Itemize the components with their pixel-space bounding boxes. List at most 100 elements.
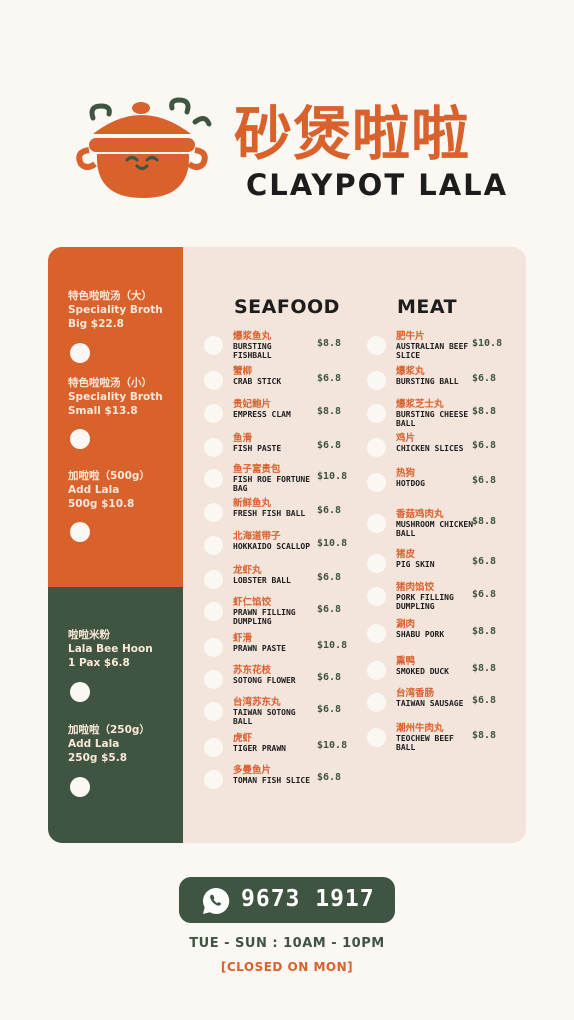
seafood-item[interactable]: 台湾苏东丸 TAIWAN SOTONG BALL $6.8 bbox=[204, 697, 354, 727]
meat-item[interactable]: 爆浆芝士丸 BURSTING CHEESE BALL $8.8 bbox=[367, 399, 517, 429]
sidebar-item: 啦啦米粉 Lala Bee Hoon 1 Pax $6.8 bbox=[68, 628, 178, 670]
meat-title: MEAT bbox=[397, 296, 458, 318]
select-radio[interactable] bbox=[204, 536, 223, 555]
select-radio[interactable] bbox=[204, 602, 223, 621]
brand-name-chinese: 砂煲啦啦 bbox=[234, 100, 471, 168]
item-price: $6.8 bbox=[472, 373, 497, 384]
select-radio[interactable] bbox=[367, 404, 386, 423]
select-radio[interactable] bbox=[367, 336, 386, 355]
select-radio[interactable] bbox=[204, 770, 223, 789]
select-radio[interactable] bbox=[204, 503, 223, 522]
select-radio[interactable] bbox=[367, 728, 386, 747]
item-name-cn: 肥牛片 bbox=[396, 331, 425, 342]
seafood-item[interactable]: 贵妃鲍片 EMPRESS CLAM $8.8 bbox=[204, 399, 354, 429]
meat-item[interactable]: 台湾香肠 TAIWAN SAUSAGE $6.8 bbox=[367, 688, 517, 718]
sidebar-item-price: 250g $5.8 bbox=[68, 752, 127, 764]
claypot-mascot-icon bbox=[76, 97, 212, 198]
seafood-item[interactable]: 虎虾 TIGER PRAWN $10.8 bbox=[204, 733, 354, 763]
closed-day-note: [CLOSED ON MON] bbox=[220, 960, 354, 974]
item-name-en: SMOKED DUCK bbox=[396, 667, 449, 676]
select-radio[interactable] bbox=[367, 624, 386, 643]
select-radio[interactable] bbox=[367, 473, 386, 492]
select-radio[interactable] bbox=[70, 777, 90, 797]
seafood-item[interactable]: 虾滑 PRAWN PASTE $10.8 bbox=[204, 633, 354, 663]
seafood-title: SEAFOOD bbox=[234, 296, 340, 318]
soup-section: 特色啦啦汤（大） Speciality Broth Big $22.8 特色啦啦… bbox=[48, 247, 183, 587]
item-name-en: PRAWN FILLING DUMPLING bbox=[233, 608, 296, 626]
item-name-cn: 猪皮 bbox=[396, 549, 416, 560]
select-radio[interactable] bbox=[204, 404, 223, 423]
item-price: $6.8 bbox=[317, 373, 342, 384]
item-price: $6.8 bbox=[472, 556, 497, 567]
meat-item[interactable]: 猪肉馅饺 PORK FILLING DUMPLING $6.8 bbox=[367, 582, 517, 612]
item-name-en: SOTONG FLOWER bbox=[233, 676, 296, 685]
item-name-cn: 热狗 bbox=[396, 468, 416, 479]
meat-item[interactable]: 热狗 HOTDOG $6.8 bbox=[367, 468, 517, 498]
seafood-item[interactable]: 爆浆鱼丸 BURSTING FISHBALL $8.8 bbox=[204, 331, 354, 361]
select-radio[interactable] bbox=[204, 438, 223, 457]
seafood-item[interactable]: 新鲜鱼丸 FRESH FISH BALL $6.8 bbox=[204, 498, 354, 528]
item-price: $6.8 bbox=[317, 672, 342, 683]
seafood-item[interactable]: 鱼滑 FISH PASTE $6.8 bbox=[204, 433, 354, 463]
meat-item[interactable]: 涮肉 SHABU PORK $8.8 bbox=[367, 619, 517, 649]
sidebar-item: 加啦啦（250g） Add Lala 250g $5.8 bbox=[68, 723, 178, 765]
item-name-en: FRESH FISH BALL bbox=[233, 509, 306, 518]
select-radio[interactable] bbox=[204, 371, 223, 390]
select-radio[interactable] bbox=[204, 702, 223, 721]
select-radio[interactable] bbox=[70, 682, 90, 702]
meat-item[interactable]: 爆浆丸 BURSTING BALL $6.8 bbox=[367, 366, 517, 396]
sidebar-item-en: Speciality Broth bbox=[68, 391, 163, 403]
item-name-cn: 鱼滑 bbox=[233, 433, 253, 444]
select-radio[interactable] bbox=[204, 638, 223, 657]
seafood-item[interactable]: 鱼子富贵包 FISH ROE FORTUNE BAG $10.8 bbox=[204, 464, 354, 494]
select-radio[interactable] bbox=[367, 514, 386, 533]
item-price: $10.8 bbox=[317, 740, 348, 751]
select-radio[interactable] bbox=[367, 438, 386, 457]
seafood-item[interactable]: 北海道带子 HOKKAIDO SCALLOP $10.8 bbox=[204, 531, 354, 561]
item-name-cn: 贵妃鲍片 bbox=[233, 399, 272, 410]
meat-item[interactable]: 香菇鸡肉丸 MUSHROOM CHICKEN BALL $8.8 bbox=[367, 509, 517, 539]
item-name-en: TIGER PRAWN bbox=[233, 744, 286, 753]
item-price: $8.8 bbox=[317, 406, 342, 417]
item-name-en: TEOCHEW BEEF BALL bbox=[396, 734, 454, 752]
item-price: $8.8 bbox=[472, 516, 497, 527]
select-radio[interactable] bbox=[367, 661, 386, 680]
seafood-item[interactable]: 多曼鱼片 TOMAN FISH SLICE $6.8 bbox=[204, 765, 354, 795]
meat-item[interactable]: 鸡片 CHICKEN SLICES $6.8 bbox=[367, 433, 517, 463]
select-radio[interactable] bbox=[70, 429, 90, 449]
select-radio[interactable] bbox=[204, 670, 223, 689]
select-radio[interactable] bbox=[204, 336, 223, 355]
phone-number: 9673 1917 bbox=[241, 886, 375, 912]
select-radio[interactable] bbox=[70, 522, 90, 542]
meat-item[interactable]: 熏鸭 SMOKED DUCK $8.8 bbox=[367, 656, 517, 686]
select-radio[interactable] bbox=[204, 570, 223, 589]
item-name-cn: 猪肉馅饺 bbox=[396, 582, 435, 593]
select-radio[interactable] bbox=[367, 554, 386, 573]
select-radio[interactable] bbox=[70, 343, 90, 363]
sidebar-item-price: Small $13.8 bbox=[68, 405, 138, 417]
select-radio[interactable] bbox=[204, 738, 223, 757]
item-price: $6.8 bbox=[472, 589, 497, 600]
item-name-en: CRAB STICK bbox=[233, 377, 282, 386]
select-radio[interactable] bbox=[367, 693, 386, 712]
select-radio[interactable] bbox=[367, 587, 386, 606]
item-price: $6.8 bbox=[317, 572, 342, 583]
meat-item[interactable]: 肥牛片 AUSTRALIAN BEEF SLICE $10.8 bbox=[367, 331, 517, 361]
select-radio[interactable] bbox=[367, 371, 386, 390]
item-name-en: PORK FILLING DUMPLING bbox=[396, 593, 454, 611]
item-price: $6.8 bbox=[317, 505, 342, 516]
item-name-cn: 爆浆丸 bbox=[396, 366, 425, 377]
item-price: $10.8 bbox=[317, 471, 348, 482]
whatsapp-contact[interactable]: 9673 1917 bbox=[179, 877, 395, 923]
seafood-item[interactable]: 苏东花枝 SOTONG FLOWER $6.8 bbox=[204, 665, 354, 695]
item-name-en: MUSHROOM CHICKEN BALL bbox=[396, 520, 474, 538]
seafood-item[interactable]: 龙虾丸 LOBSTER BALL $6.8 bbox=[204, 565, 354, 595]
meat-item[interactable]: 猪皮 PIG SKIN $6.8 bbox=[367, 549, 517, 579]
seafood-item[interactable]: 蟹柳 CRAB STICK $6.8 bbox=[204, 366, 354, 396]
select-radio[interactable] bbox=[204, 469, 223, 488]
menu-panel: 特色啦啦汤（大） Speciality Broth Big $22.8 特色啦啦… bbox=[48, 247, 526, 843]
item-price: $6.8 bbox=[317, 604, 342, 615]
item-name-cn: 苏东花枝 bbox=[233, 665, 272, 676]
seafood-item[interactable]: 虾仁馅饺 PRAWN FILLING DUMPLING $6.8 bbox=[204, 597, 354, 627]
meat-item[interactable]: 潮州牛肉丸 TEOCHEW BEEF BALL $8.8 bbox=[367, 723, 517, 753]
